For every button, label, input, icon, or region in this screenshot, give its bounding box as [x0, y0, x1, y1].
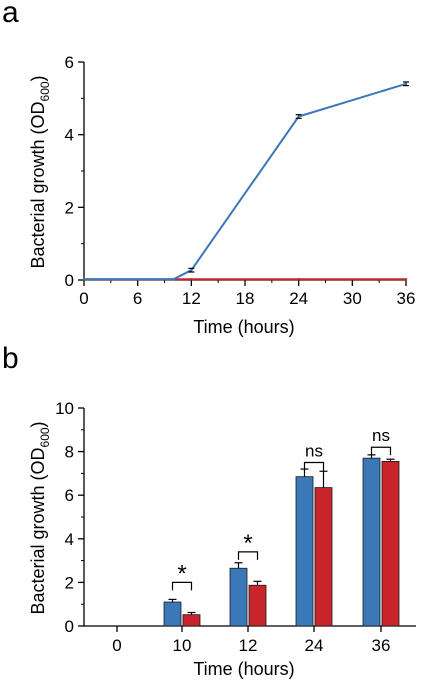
panel-a-y-axis-title: Bacterial growth (OD600)	[28, 75, 52, 268]
panel-b-bar-red	[182, 614, 201, 627]
panel-b-x-axis-title: Time (hours)	[193, 659, 294, 679]
panel-b-bar-blue	[295, 476, 314, 627]
panel-b-bar-red	[248, 584, 267, 627]
panel-a-axes	[78, 61, 407, 286]
panel-a-series	[82, 81, 409, 281]
panel-b-y-tick-label: 4	[65, 530, 74, 549]
panel-b-y-tick-label: 2	[65, 573, 74, 592]
panel-a-data-point	[404, 82, 408, 86]
panel-b-significance-label: *	[177, 560, 186, 587]
panel-a-data-point	[404, 278, 408, 281]
panel-b-bar-red	[314, 487, 333, 627]
panel-a-y-tick-label: 4	[65, 126, 74, 145]
panel-b-x-tick-label: 12	[239, 636, 258, 655]
panel-b-x-tick-label: 0	[112, 636, 121, 655]
panel-a-x-tick-label: 6	[133, 289, 142, 308]
panel-b-significance-label: *	[243, 530, 252, 557]
panel-b-y-tick-label: 8	[65, 443, 74, 462]
panel-b-y-tick-label: 6	[65, 486, 74, 505]
panel-a-y-tick-label: 6	[65, 53, 74, 72]
panel-a-x-tick-label: 36	[397, 289, 416, 308]
panel-b-significance-label: ns	[305, 442, 323, 461]
panel-a-data-point	[172, 278, 175, 281]
panel-a-y-tick-label: 0	[65, 271, 74, 290]
panel-a-x-tick-label: 30	[343, 289, 362, 308]
panel-a-x-tick-label: 12	[182, 289, 201, 308]
panel-b-bars	[163, 454, 400, 627]
panel-a-x-tick-label: 0	[79, 289, 88, 308]
panel-a-data-point	[297, 115, 300, 118]
panel-b-bar-blue	[362, 457, 381, 627]
panel-b-y-tick-label: 0	[65, 617, 74, 636]
panel-a-x-axis-title: Time (hours)	[193, 317, 294, 337]
panel-a-data-point	[297, 278, 300, 281]
panel-b-label: b	[2, 342, 19, 375]
panel-b-significance-label: ns	[372, 426, 390, 445]
panel-b-y-axis-title: Bacterial growth (OD600)	[28, 421, 52, 614]
panel-b-significance-bracket	[303, 461, 325, 471]
panel-b-y-tick-label: 10	[55, 399, 74, 418]
panel-a-label: a	[2, 0, 19, 29]
panel-a-series-line-0	[84, 82, 407, 281]
panel-b-bar-red	[381, 461, 400, 627]
panel-a-data-point	[82, 278, 86, 281]
panel-a-x-tick-label: 24	[289, 289, 308, 308]
panel-b-significance-bracket	[237, 551, 259, 560]
panel-a-y-tick-label: 2	[65, 198, 74, 217]
panel-a-data-point	[190, 278, 193, 281]
panel-b-bar-blue	[229, 567, 248, 627]
panel-b-bar-blue	[163, 601, 182, 627]
panel-a-data-point	[190, 268, 193, 272]
panel-b-x-tick-label: 10	[173, 636, 192, 655]
panel-a-x-tick-label: 18	[236, 289, 255, 308]
panel-b-significance-bracket	[370, 446, 392, 456]
panel-b-significance: * * ns ns	[171, 426, 392, 591]
panel-b-x-tick-label: 36	[372, 636, 391, 655]
panel-b-significance-bracket	[171, 581, 193, 591]
panel-b-x-tick-label: 24	[305, 636, 324, 655]
